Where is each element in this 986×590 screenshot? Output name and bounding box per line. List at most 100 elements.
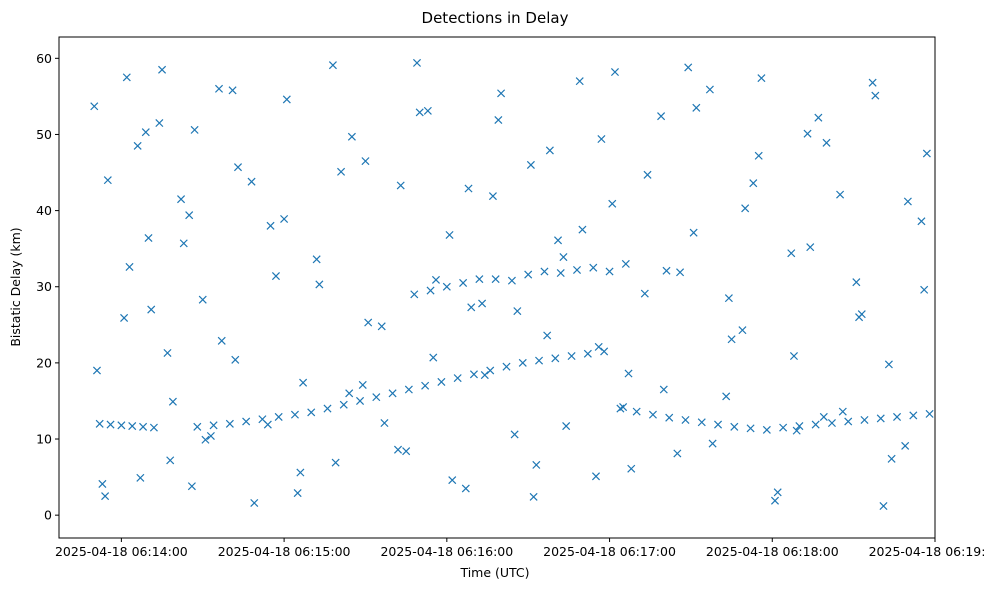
y-tick-label: 20 [36, 355, 52, 370]
data-point [640, 289, 649, 298]
data-point [187, 482, 196, 491]
data-point [822, 138, 831, 147]
data-point [903, 197, 912, 206]
data-point [857, 310, 866, 319]
data-point [380, 419, 389, 428]
data-point [494, 115, 503, 125]
data-point [274, 412, 283, 421]
data-point [754, 151, 763, 160]
data-point [266, 221, 275, 230]
data-point [529, 492, 538, 501]
data-point [149, 423, 158, 432]
data-point [158, 65, 167, 74]
data-point [502, 362, 511, 371]
data-point [591, 472, 601, 481]
data-point [665, 413, 674, 422]
x-tick-label: 2025-04-18 06:17:00 [543, 544, 676, 559]
data-point [337, 167, 346, 176]
data-point [358, 380, 367, 389]
data-point [480, 371, 489, 380]
data-point [347, 132, 356, 141]
x-tick-label: 2025-04-18 06:16:00 [380, 544, 513, 559]
data-point [510, 430, 519, 439]
data-point [478, 299, 487, 308]
data-point [724, 294, 733, 303]
data-point [144, 233, 153, 243]
data-point [559, 253, 568, 262]
data-point [762, 425, 771, 434]
data-point [271, 272, 280, 281]
data-point [214, 84, 224, 93]
y-tick-label: 50 [36, 127, 52, 142]
data-point [868, 78, 877, 87]
data-points [90, 58, 934, 511]
data-point [437, 377, 446, 386]
data-point [551, 354, 560, 363]
data-point [396, 181, 405, 190]
data-point [553, 236, 563, 245]
data-point [909, 411, 918, 420]
data-point [779, 423, 788, 432]
data-point [562, 422, 571, 431]
data-point [708, 439, 717, 448]
y-tick-label: 40 [36, 203, 52, 218]
data-point [684, 63, 693, 72]
data-point [583, 349, 592, 358]
data-point [811, 420, 820, 429]
data-point [838, 407, 847, 416]
data-point [491, 275, 500, 284]
data-point [507, 276, 516, 285]
data-point [412, 58, 422, 67]
data-point [106, 420, 115, 429]
data-point [263, 420, 272, 429]
data-point [429, 353, 438, 362]
data-point [844, 417, 853, 426]
data-point [431, 275, 441, 284]
data-point [228, 86, 237, 95]
data-point [155, 119, 164, 128]
data-point [179, 239, 188, 248]
x-tick-label: 2025-04-18 06:14:00 [55, 544, 188, 559]
data-point [689, 228, 698, 237]
data-point [876, 414, 885, 423]
data-point [806, 243, 815, 252]
data-point [453, 374, 462, 383]
data-point [610, 68, 619, 77]
data-point [540, 267, 549, 276]
data-point [307, 408, 316, 417]
data-point [404, 385, 413, 394]
data-point [727, 335, 736, 344]
data-point [90, 102, 99, 111]
data-point [600, 347, 609, 356]
data-point [643, 170, 652, 179]
data-point [746, 424, 755, 433]
data-point [925, 409, 934, 418]
data-point [225, 419, 234, 428]
data-point [209, 421, 218, 430]
data-point [323, 404, 332, 413]
data-point [345, 389, 354, 398]
data-point [282, 95, 291, 104]
data-point [792, 426, 801, 435]
data-point [331, 458, 340, 467]
data-point [464, 184, 473, 193]
data-point [177, 195, 186, 204]
data-point [128, 422, 137, 431]
data-point [632, 407, 641, 416]
data-point [201, 435, 210, 444]
data-point [426, 286, 435, 295]
data-point [377, 322, 386, 331]
data-point [697, 418, 706, 427]
data-point [475, 275, 484, 284]
data-point [356, 396, 365, 405]
data-point [168, 397, 177, 406]
data-point [296, 468, 305, 477]
data-point [339, 400, 348, 409]
data-point [328, 61, 337, 70]
data-point [836, 190, 845, 199]
data-point [488, 192, 497, 201]
data-point [749, 179, 758, 188]
data-point [814, 113, 823, 122]
data-point [741, 204, 750, 213]
data-point [648, 410, 657, 419]
